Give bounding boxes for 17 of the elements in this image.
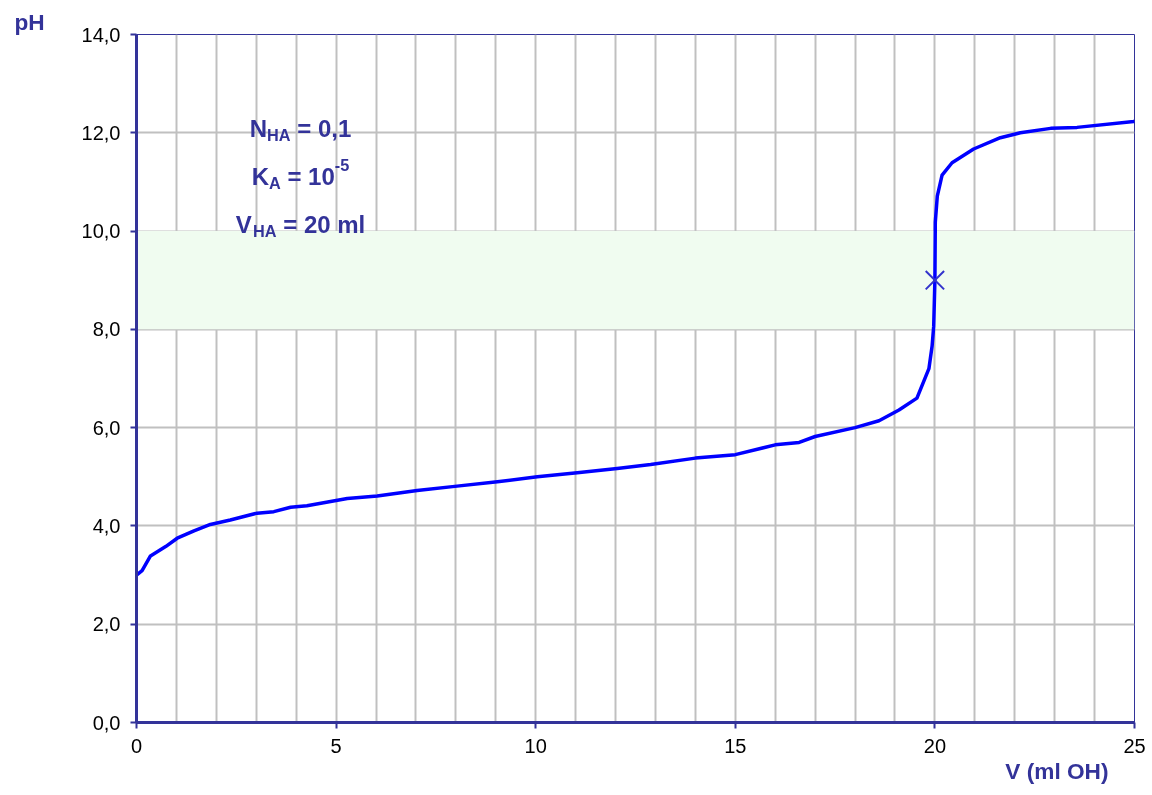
x-tick-label: 25 xyxy=(1123,734,1146,757)
y-tick-label: 14,0 xyxy=(81,23,121,46)
x-tick-label: 5 xyxy=(330,734,342,757)
y-tick-label: 4,0 xyxy=(92,514,121,537)
y-tick-label: 2,0 xyxy=(92,613,121,636)
x-tick-label: 0 xyxy=(130,734,143,757)
x-tick-label: 15 xyxy=(724,734,747,757)
x-axis-title: V (ml OH) xyxy=(1005,757,1109,784)
x-tick-label: 10 xyxy=(524,734,547,757)
line-series xyxy=(136,119,1135,577)
y-axis-title: pH xyxy=(14,8,45,35)
y-tick-label: 6,0 xyxy=(92,416,121,439)
y-tick-label: 8,0 xyxy=(92,318,121,341)
y-tick-label: 0,0 xyxy=(92,711,121,734)
x-tick-label: 20 xyxy=(923,734,947,757)
y-tick-label: 12,0 xyxy=(81,121,121,144)
y-tick-label: 10,0 xyxy=(81,220,121,243)
